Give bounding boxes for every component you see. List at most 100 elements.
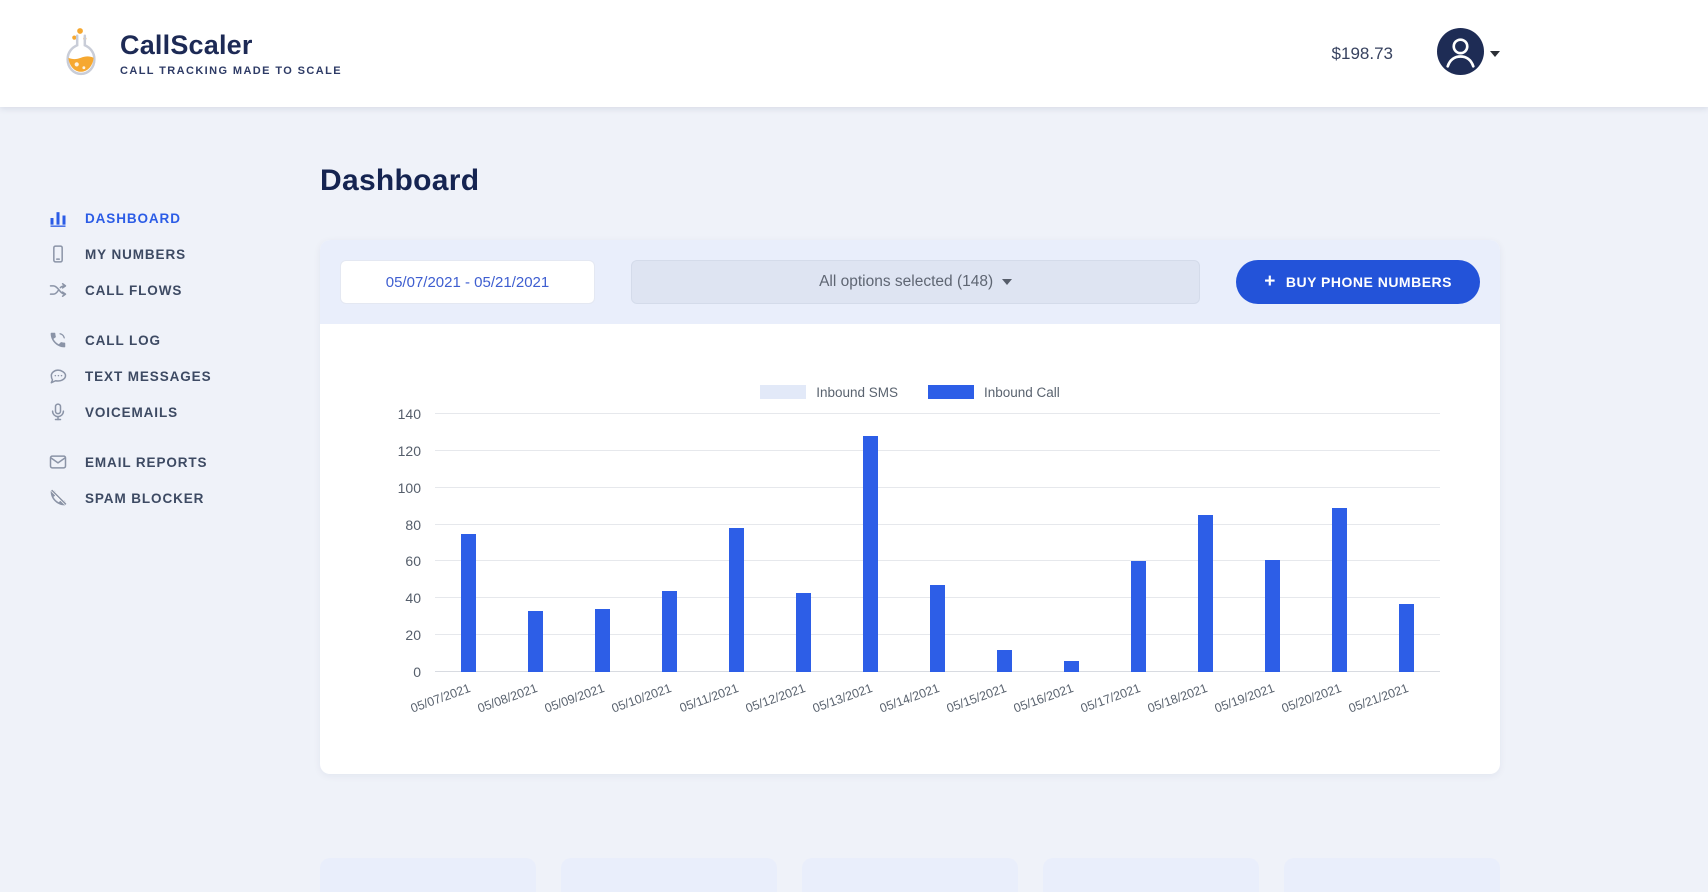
y-axis-tick-label: 100 [397,479,421,496]
bar-inbound-call [997,649,1012,672]
plus-icon: + [1264,270,1276,292]
legend-item-inbound-call[interactable]: Inbound Call [928,384,1060,400]
x-axis-tick-label: 05/18/2021 [1145,681,1210,716]
gridline [435,560,1440,562]
brand-tagline: CALL TRACKING MADE TO SCALE [120,65,342,77]
sidebar-item-my-numbers[interactable]: MY NUMBERS [47,243,320,265]
controls-bar: 05/07/2021 - 05/21/2021 All options sele… [320,240,1500,324]
bar-inbound-call [1265,559,1280,672]
dashboard-card: 05/07/2021 - 05/21/2021 All options sele… [320,240,1500,774]
bar-inbound-call [1064,660,1079,672]
main-content: Dashboard 05/07/2021 - 05/21/2021 All op… [320,107,1708,892]
x-axis-tick-label: 05/13/2021 [810,681,875,716]
shuffle-icon [47,280,68,301]
y-axis-tick-label: 20 [405,627,421,644]
avatar [1437,27,1484,80]
y-axis-tick-label: 120 [397,442,421,459]
y-axis-tick-label: 0 [413,664,421,680]
bar-inbound-call [460,533,476,672]
bar-inbound-call [528,611,543,672]
gridline [435,449,1440,451]
phone-slash-icon [47,488,68,509]
bar-inbound-call [796,592,811,672]
chevron-down-icon [1002,279,1013,285]
legend-swatch [928,385,974,399]
bar-inbound-call [1399,603,1414,672]
call-icon [47,330,68,351]
chevron-down-icon [1490,50,1500,57]
brand[interactable]: CallScaler CALL TRACKING MADE TO SCALE [60,23,342,84]
sidebar-item-dashboard[interactable]: DASHBOARD [47,207,320,229]
x-axis-tick-label: 05/09/2021 [542,681,607,716]
legend-label: Inbound SMS [816,384,898,400]
sidebar-item-label: TEXT MESSAGES [85,368,212,384]
page-title: Dashboard [320,164,480,197]
buy-button-label: BUY PHONE NUMBERS [1285,274,1452,290]
sidebar-item-call-log[interactable]: CALL LOG [47,329,320,351]
gridline [435,486,1440,488]
stat-card [1043,858,1259,892]
legend-item-inbound-sms[interactable]: Inbound SMS [760,384,898,400]
chart-plot: 0 20 40 60 80 100 120 140 05/07/2021 05/08/2021 05… [398,406,1440,716]
microphone-icon [47,402,68,423]
bar-inbound-call [662,590,677,672]
envelope-icon [47,452,68,473]
bar-inbound-call [729,528,744,672]
stat-cards-row [320,858,1500,892]
sidebar-item-voicemails[interactable]: VOICEMAILS [47,401,320,423]
stat-card [561,858,777,892]
x-axis-tick-label: 05/21/2021 [1346,681,1411,716]
legend-swatch [760,385,807,399]
date-range-input[interactable]: 05/07/2021 - 05/21/2021 [340,260,595,304]
bar-chart-icon [47,208,68,229]
sidebar-item-email-reports[interactable]: EMAIL REPORTS [47,451,320,473]
x-axis-tick-label: 05/10/2021 [609,681,674,716]
bar-inbound-call [1332,508,1347,672]
y-axis-tick-label: 140 [397,406,421,422]
bar-inbound-call [594,609,610,672]
calls-chart: Inbound SMS Inbound Call 0 20 40 60 80 100 120 1… [320,324,1500,774]
legend-label: Inbound Call [984,384,1060,400]
user-menu[interactable] [1437,27,1500,80]
stat-card [1284,858,1500,892]
sidebar-item-label: DASHBOARD [85,210,181,226]
bar-inbound-call [1198,515,1213,672]
bar-inbound-call [930,585,945,672]
x-axis-tick-label: 05/07/2021 [408,681,473,716]
bar-inbound-call [862,436,878,672]
x-axis-tick-label: 05/20/2021 [1279,681,1344,716]
x-axis-tick-label: 05/19/2021 [1212,681,1277,716]
numbers-filter-dropdown[interactable]: All options selected (148) [631,260,1201,304]
x-axis-tick-label: 05/17/2021 [1078,681,1143,716]
sidebar-item-spam-blocker[interactable]: SPAM BLOCKER [47,487,320,509]
y-axis-tick-label: 40 [405,590,421,607]
stat-card [802,858,1018,892]
sidebar-item-label: EMAIL REPORTS [85,454,208,470]
sidebar-item-text-messages[interactable]: TEXT MESSAGES [47,365,320,387]
app-header: CallScaler CALL TRACKING MADE TO SCALE $… [0,0,1708,107]
x-axis-tick-label: 05/16/2021 [1011,681,1076,716]
brand-name: CallScaler [120,30,253,60]
flask-logo-icon [60,23,102,84]
x-axis-tick-label: 05/15/2021 [944,681,1009,716]
sidebar-item-call-flows[interactable]: CALL FLOWS [47,279,320,301]
sidebar-item-label: CALL LOG [85,332,161,348]
account-balance: $198.73 [1331,43,1393,63]
chat-bubble-icon [47,366,68,387]
x-axis-tick-label: 05/08/2021 [475,681,540,716]
x-axis-tick-label: 05/14/2021 [877,681,942,716]
bar-inbound-call [1131,561,1146,672]
sidebar-item-label: VOICEMAILS [85,404,179,420]
buy-phone-numbers-button[interactable]: + BUY PHONE NUMBERS [1236,260,1480,304]
x-axis-tick-label: 05/12/2021 [743,681,808,716]
mobile-phone-icon [47,244,68,265]
sidebar-item-label: SPAM BLOCKER [85,490,205,506]
sidebar-item-label: MY NUMBERS [85,246,187,262]
dropdown-label: All options selected (148) [819,273,994,290]
gridline [435,413,1440,414]
y-axis-tick-label: 60 [405,553,421,570]
sidebar-nav: DASHBOARD MY NUMBERS CALL FLOWS CALL LOG TEX… [0,107,320,537]
y-axis-tick-label: 80 [405,516,421,533]
stat-card [320,858,536,892]
chart-legend: Inbound SMS Inbound Call [380,384,1440,400]
